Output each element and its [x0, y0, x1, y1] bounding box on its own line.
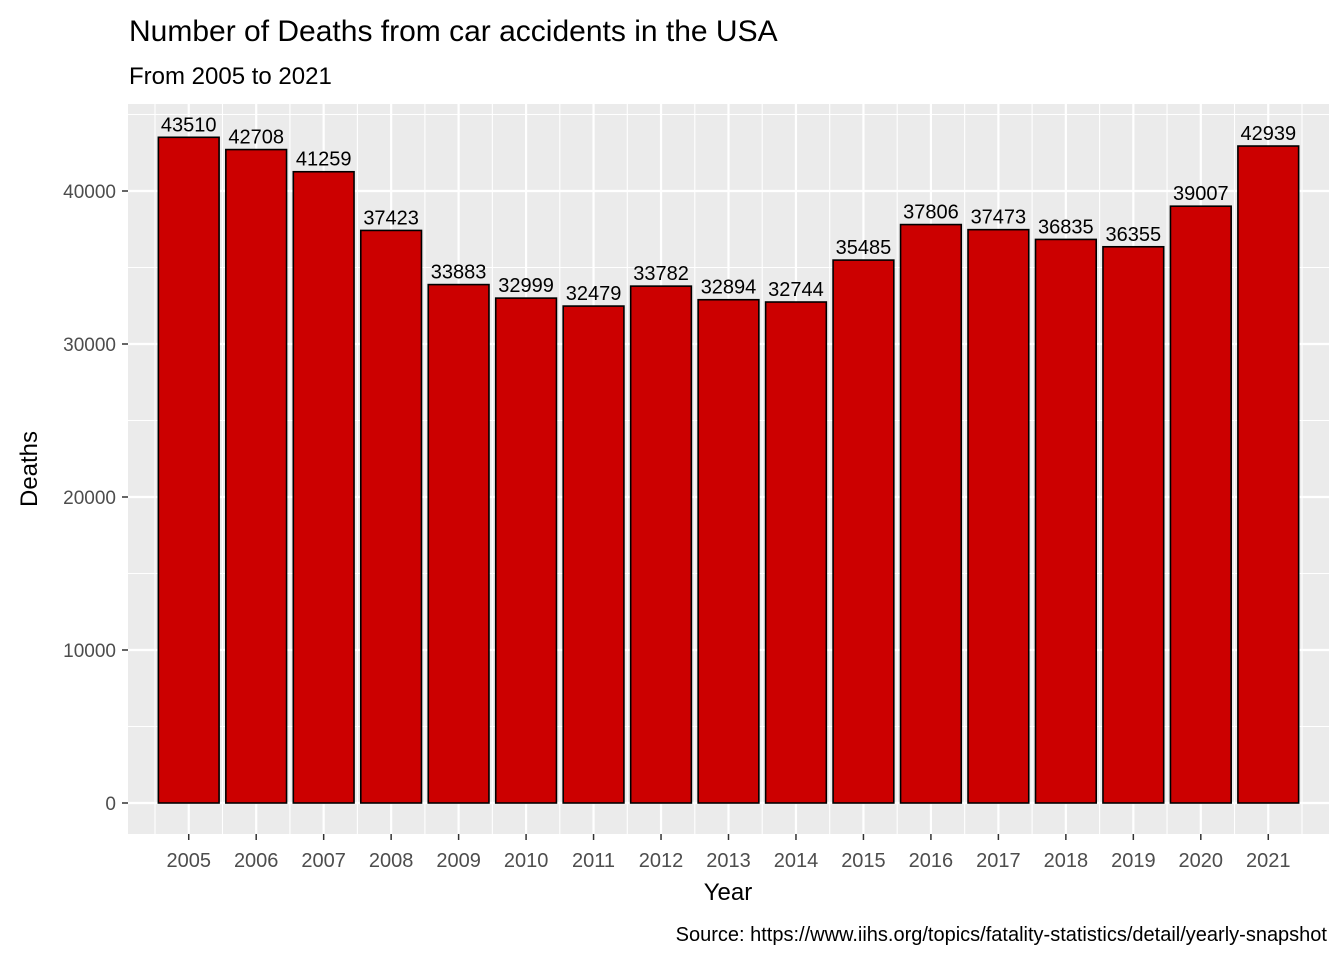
bar-label-2009: 33883	[431, 262, 487, 284]
bar-2012	[629, 285, 693, 804]
x-tick-label: 2009	[436, 850, 481, 872]
bar-label-2011: 32479	[566, 283, 622, 305]
bar-label-2013: 32894	[701, 277, 757, 299]
x-axis-title: Year	[704, 879, 753, 906]
bar-2007	[292, 170, 355, 804]
bar-label-2006: 42708	[228, 127, 284, 149]
bar-2018	[1034, 238, 1098, 804]
bar-2017	[967, 228, 1030, 804]
x-tick-label: 2010	[504, 850, 549, 872]
bar-2010	[494, 297, 558, 804]
bar-label-2020: 39007	[1173, 183, 1229, 205]
bar-2021	[1237, 145, 1300, 804]
y-tick-label: 40000	[63, 182, 116, 203]
bar-label-2018: 36835	[1038, 216, 1094, 238]
bar-2014	[764, 301, 828, 804]
bar-label-2014: 32744	[768, 279, 824, 301]
bar-label-2007: 41259	[296, 149, 352, 171]
bar-label-2008: 37423	[363, 207, 419, 229]
bar-2016	[899, 223, 963, 804]
bar-2011	[562, 305, 625, 804]
bars	[157, 136, 1300, 804]
x-tick-label: 2018	[1044, 850, 1089, 872]
y-axis: 0 10000 20000 30000 40000	[63, 182, 128, 815]
bar-label-2017: 37473	[971, 207, 1027, 229]
bar-label-2005: 43510	[161, 114, 217, 136]
chart-subtitle: From 2005 to 2021	[129, 63, 332, 90]
bar-value-labels: 43510 42708 41259 37423 33883 32999 32479 33782…	[161, 114, 1296, 305]
bar-label-2010: 32999	[498, 275, 554, 297]
bar-label-2012: 33782	[633, 263, 689, 285]
bar-label-2021: 42939	[1240, 123, 1296, 145]
x-tick-label: 2005	[166, 850, 211, 872]
bar-label-2016: 37806	[903, 202, 959, 224]
bar-label-2019: 36355	[1106, 224, 1162, 246]
y-axis-title: Deaths	[16, 431, 43, 507]
x-tick-label: 2014	[774, 850, 819, 872]
y-tick-label: 30000	[63, 335, 116, 356]
bar-label-2015: 35485	[836, 237, 892, 259]
x-tick-label: 2019	[1111, 850, 1156, 872]
x-tick-label: 2017	[976, 850, 1021, 872]
x-tick-label: 2016	[909, 850, 954, 872]
x-tick-label: 2006	[234, 850, 279, 872]
x-tick-label: 2021	[1246, 850, 1291, 872]
y-tick-label: 20000	[63, 488, 116, 509]
chart-caption: Source: https://www.iihs.org/topics/fata…	[676, 924, 1328, 946]
bar-2015	[832, 259, 895, 804]
x-tick-label: 2007	[301, 850, 346, 872]
bar-2020	[1169, 205, 1232, 804]
bar-2013	[697, 298, 760, 804]
x-tick-label: 2012	[639, 850, 684, 872]
x-tick-label: 2008	[369, 850, 414, 872]
x-tick-label: 2020	[1179, 850, 1224, 872]
x-tick-label: 2013	[706, 850, 751, 872]
x-tick-label: 2015	[841, 850, 886, 872]
y-tick-label: 10000	[63, 641, 116, 662]
y-tick-label: 0	[105, 794, 116, 815]
x-axis: 2005 2006 2007 2008 2009 2010 2011 2012 2013 2014…	[166, 834, 1291, 872]
bar-2009	[427, 283, 490, 804]
chart-title: Number of Deaths from car accidents in t…	[129, 15, 778, 48]
bar-2006	[225, 148, 288, 804]
bar-2005	[157, 136, 220, 804]
bar-2019	[1102, 245, 1165, 804]
bar-2008	[359, 229, 423, 804]
x-tick-label: 2011	[572, 850, 615, 872]
